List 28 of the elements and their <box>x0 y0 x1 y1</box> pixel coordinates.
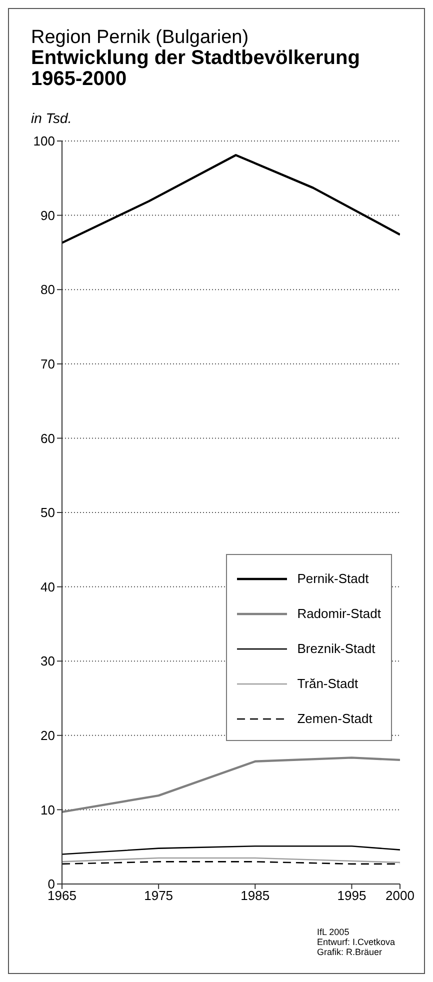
text: IfL 2005 <box>317 927 350 937</box>
line-series <box>62 756 400 814</box>
text: Grafik: R.Bräuer <box>317 947 384 957</box>
legend-label: Trăn-Stadt <box>297 676 358 691</box>
y-tick-label: 10 <box>40 802 55 818</box>
line-series <box>62 154 400 244</box>
y-tick-label: 20 <box>40 728 55 744</box>
y-tick-label: 40 <box>40 579 55 594</box>
legend-label: Pernik-Stadt <box>297 571 369 586</box>
y-tick-label: 70 <box>40 356 55 372</box>
x-tick-label: 1995 <box>337 888 366 904</box>
x-tick-label: 1975 <box>144 888 174 904</box>
text: Entwurf: I.Cvetkova <box>317 937 396 947</box>
y-tick-label: 30 <box>40 654 55 669</box>
legend-label: Zemen-Stadt <box>297 711 372 726</box>
y-tick-label: 100 <box>33 134 55 149</box>
chart-title: Region Pernik (Bulgarien) <box>31 27 250 48</box>
x-tick-label: 1985 <box>240 888 270 904</box>
y-tick-label: 50 <box>40 505 55 520</box>
y-axis-title: in Tsd. <box>31 110 72 126</box>
line-series <box>62 845 400 855</box>
y-tick-label: 80 <box>40 282 55 298</box>
chart-subtitle: Entwicklung der Stadtbevölkerung 1965-2000 <box>31 47 361 90</box>
legend-label: Radomir-Stadt <box>297 606 381 621</box>
legend-label: Breznik-Stadt <box>297 641 376 656</box>
y-tick-label: 90 <box>40 208 55 223</box>
x-tick-label: 2000 <box>386 888 414 904</box>
y-tick-label: 60 <box>40 430 55 446</box>
